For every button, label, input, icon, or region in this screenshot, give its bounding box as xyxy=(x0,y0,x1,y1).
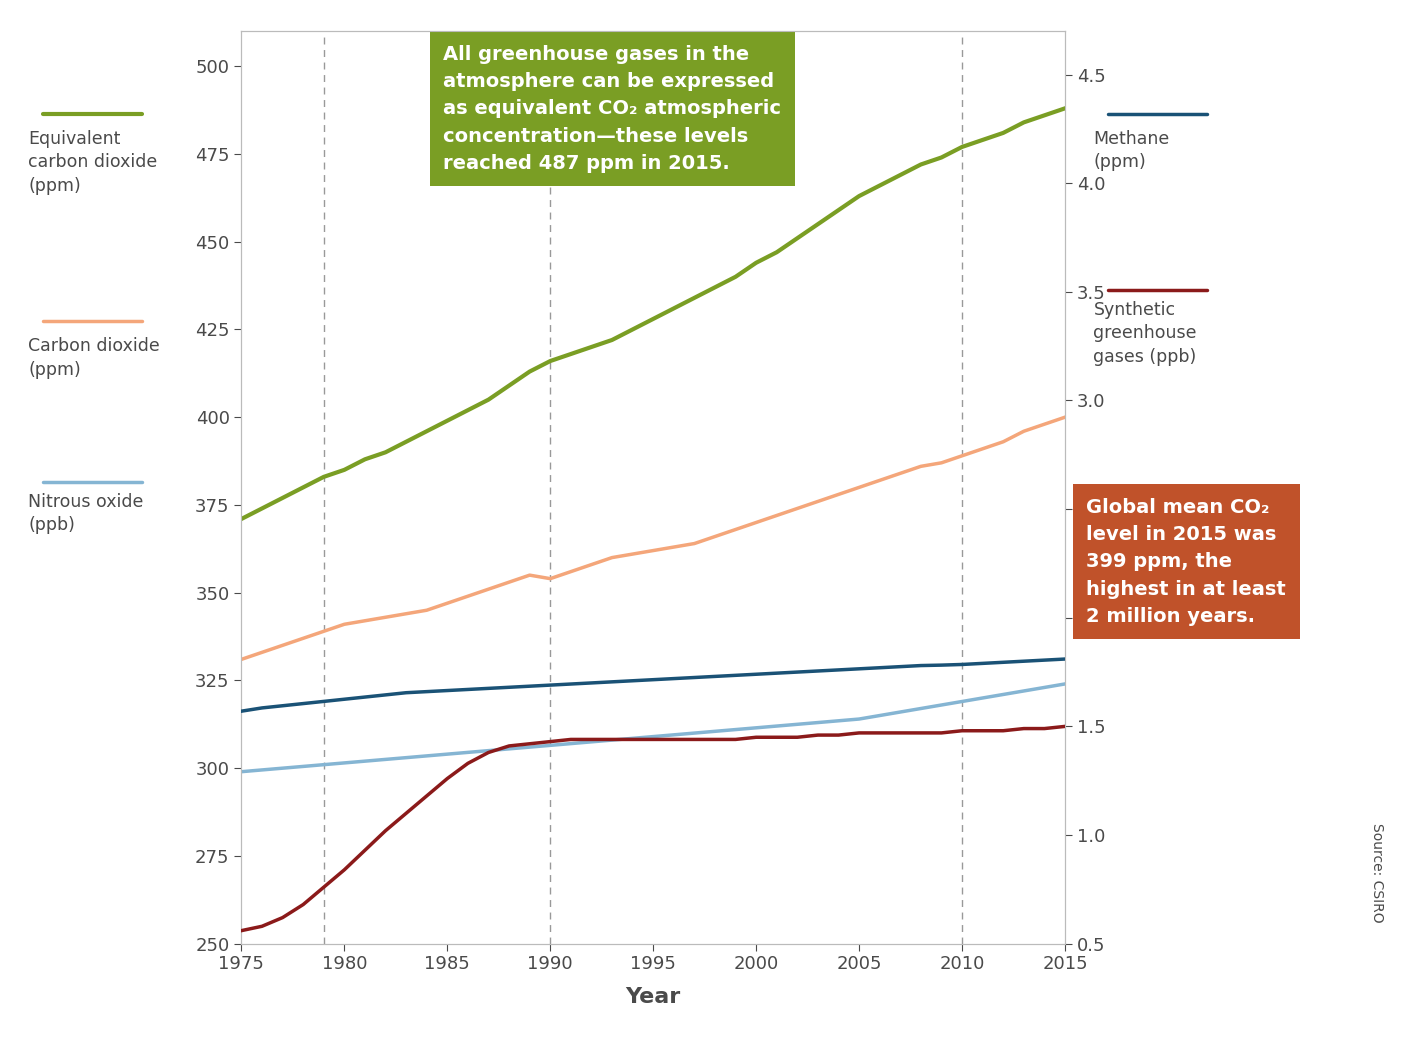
Text: Nitrous oxide
(ppb): Nitrous oxide (ppb) xyxy=(28,493,143,534)
Text: Synthetic
greenhouse
gases (ppb): Synthetic greenhouse gases (ppb) xyxy=(1093,301,1197,366)
Text: All greenhouse gases in the
atmosphere can be expressed
as equivalent CO₂ atmosp: All greenhouse gases in the atmosphere c… xyxy=(443,45,781,173)
Text: Methane
(ppm): Methane (ppm) xyxy=(1093,130,1170,171)
Text: Source: CSIRO: Source: CSIRO xyxy=(1370,823,1384,923)
X-axis label: Year: Year xyxy=(626,987,680,1007)
Text: Carbon dioxide
(ppm): Carbon dioxide (ppm) xyxy=(28,337,160,379)
Text: Global mean CO₂
level in 2015 was
399 ppm, the
highest in at least
2 million yea: Global mean CO₂ level in 2015 was 399 pp… xyxy=(1086,498,1287,625)
Text: Equivalent
carbon dioxide
(ppm): Equivalent carbon dioxide (ppm) xyxy=(28,130,158,195)
